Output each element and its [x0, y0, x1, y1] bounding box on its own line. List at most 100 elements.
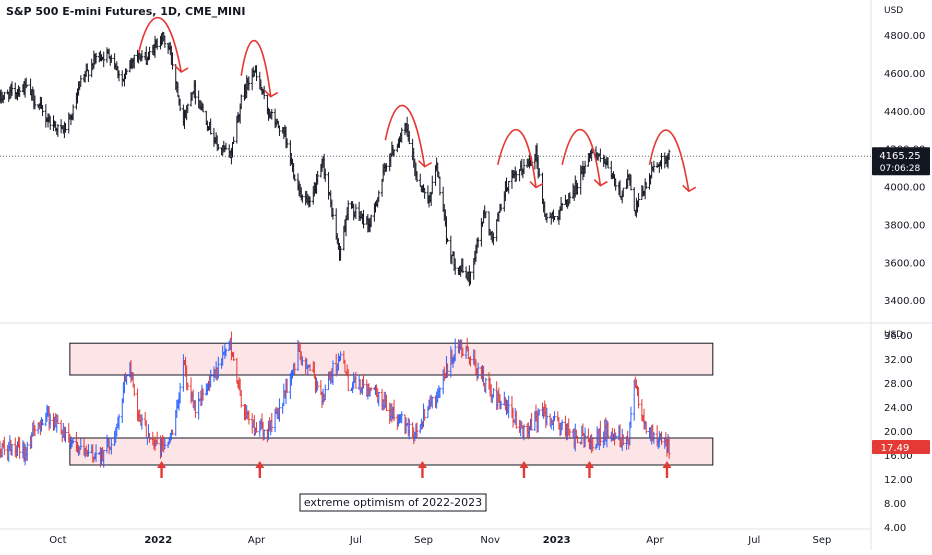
- peak-arrowhead: [529, 180, 544, 189]
- price-bar: [64, 123, 67, 133]
- price-bar: [495, 219, 498, 242]
- indicator-bars: [0, 331, 671, 468]
- peak-arrowhead: [593, 179, 608, 187]
- last-value-text: 17.49: [881, 443, 910, 454]
- price-bar: [178, 98, 182, 112]
- indicator-bar: [33, 425, 37, 437]
- indicator-bar: [110, 437, 113, 455]
- peak-arc-annotation: [137, 17, 189, 73]
- indicator-bar: [530, 412, 533, 431]
- indicator-bar: [438, 387, 442, 399]
- price-bar: [515, 170, 518, 182]
- indicator-bar: [255, 422, 258, 433]
- price-bar: [239, 94, 243, 110]
- lower-zone-box: [69, 437, 714, 466]
- price-bar: [308, 196, 312, 207]
- indicator-bar: [25, 441, 29, 461]
- price-axis-tick: 4400.00: [884, 107, 925, 118]
- indicator-bar: [3, 436, 6, 456]
- peak-arc-annotation: [240, 40, 279, 98]
- indicator-bar: [41, 418, 44, 426]
- price-bar: [163, 35, 167, 48]
- bottom-up-arrow: [417, 461, 427, 478]
- peak-arrowhead: [682, 184, 697, 193]
- indicator-bar: [346, 369, 350, 392]
- indicator-bar: [492, 388, 495, 398]
- annotation-frame: [299, 493, 487, 512]
- price-bar: [408, 131, 411, 145]
- indicator-bar: [323, 384, 327, 401]
- upper-zone-box: [69, 342, 714, 376]
- indicator-bar: [278, 398, 281, 422]
- price-bar: [339, 246, 342, 261]
- time-axis-tick: Nov: [480, 535, 500, 546]
- indicator-bar: [331, 360, 335, 385]
- time-axis-tick: Oct: [49, 535, 66, 546]
- indicator-bar: [576, 435, 579, 444]
- indicator-bar: [599, 420, 602, 446]
- peak-arc: [240, 40, 272, 97]
- indicator-bar: [71, 437, 75, 444]
- indicator-bar: [140, 414, 144, 430]
- price-bar: [255, 65, 258, 82]
- price-bar: [492, 232, 495, 246]
- price-bar: [446, 238, 449, 243]
- peak-arc: [561, 129, 602, 186]
- indicator-bar: [667, 436, 671, 459]
- price-bar: [217, 144, 220, 151]
- price-axis-tick: 4600.00: [884, 69, 925, 80]
- indicator-bar: [102, 449, 106, 468]
- price-bar: [644, 182, 648, 189]
- annotation-box: extreme optimism of 2022-2023: [299, 493, 487, 512]
- indicator-bar: [453, 338, 457, 362]
- price-bar: [637, 192, 640, 208]
- price-bar: [369, 214, 373, 228]
- price-bar: [660, 152, 663, 170]
- indicator-axis-tick: 8.00: [884, 499, 906, 510]
- indicator-bar: [262, 429, 266, 440]
- indicator-bar: [48, 413, 52, 429]
- price-bar: [430, 175, 434, 195]
- price-bar: [293, 174, 297, 182]
- indicator-bar: [285, 378, 289, 393]
- peak-arc: [384, 104, 426, 167]
- indicator-bar: [354, 371, 358, 389]
- indicator-bar: [339, 351, 342, 361]
- indicator-axis-currency: USD: [884, 330, 903, 340]
- price-bar: [553, 215, 556, 221]
- indicator-bar: [10, 444, 14, 457]
- price-bar: [33, 95, 37, 110]
- price-bar: [518, 168, 521, 182]
- indicator-bar: [247, 410, 251, 425]
- indicator-bar: [125, 375, 128, 385]
- indicator-axis: USD 4.00 8.00 12.00 16.00 20.00 24.00 28.00 32.0…: [884, 330, 913, 534]
- indicator-bar: [499, 400, 503, 410]
- indicator-bar: [64, 427, 67, 443]
- price-bar: [392, 149, 396, 157]
- indicator-bar: [415, 422, 419, 438]
- indicator-bar: [392, 399, 396, 422]
- indicator-bar: [583, 427, 587, 447]
- indicator-axis-tick: 32.00: [884, 355, 913, 366]
- price-bar: [423, 187, 426, 199]
- price-bar: [632, 187, 636, 212]
- last-price-value: 4165.25: [879, 151, 920, 162]
- price-bar: [278, 125, 281, 137]
- indicator-bar: [308, 363, 312, 371]
- peak-arrowhead: [174, 65, 189, 73]
- price-bar: [232, 136, 235, 145]
- chart-title: S&P 500 E-mini Futures, 1D, CME_MINI: [6, 5, 246, 18]
- price-bar: [155, 38, 159, 50]
- indicator-bar: [56, 414, 60, 425]
- price-bar: [323, 168, 327, 182]
- price-axis-tick: 3800.00: [884, 220, 925, 231]
- price-bar: [316, 170, 319, 185]
- price-bar: [224, 142, 228, 150]
- indicator-bar: [522, 424, 526, 441]
- price-bar: [415, 171, 419, 183]
- price-bar: [247, 76, 251, 91]
- time-axis-tick: Apr: [646, 535, 664, 546]
- price-bar: [362, 209, 365, 229]
- price-bar: [301, 194, 304, 203]
